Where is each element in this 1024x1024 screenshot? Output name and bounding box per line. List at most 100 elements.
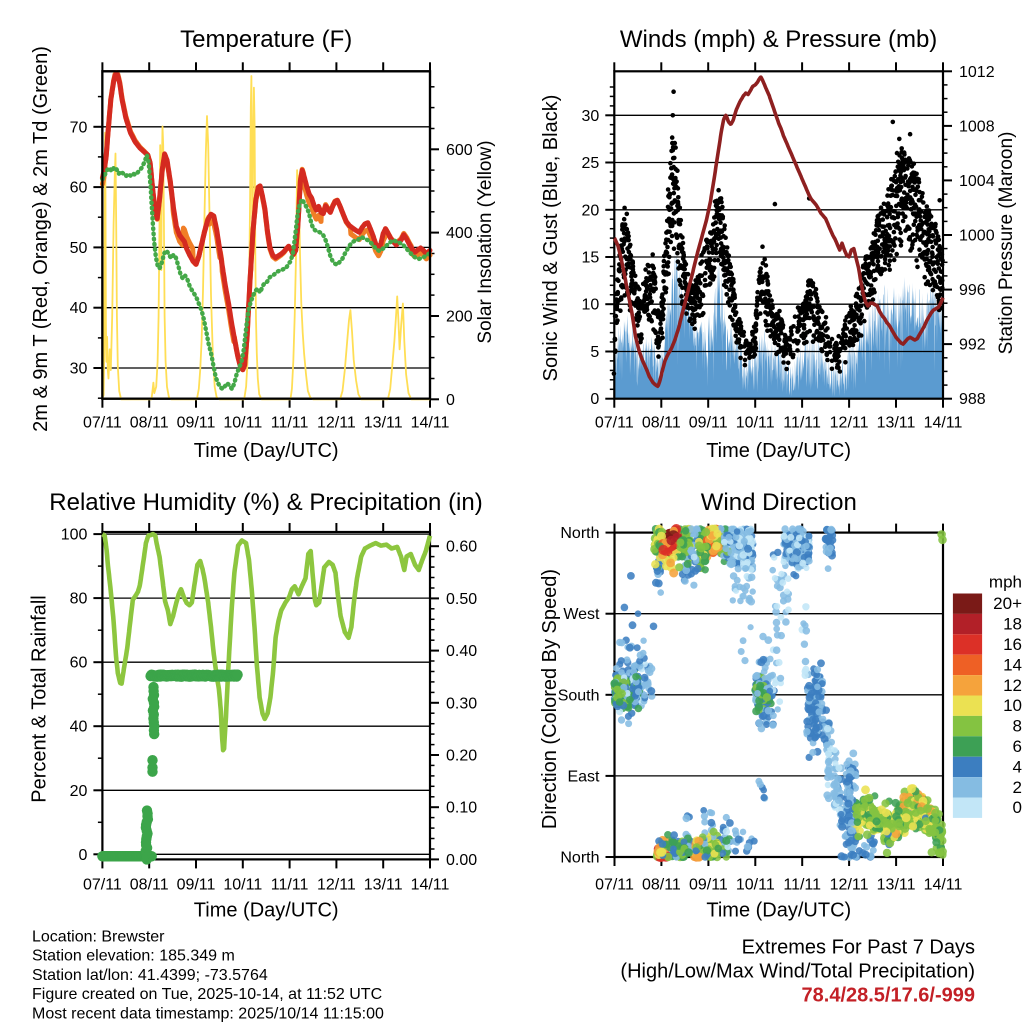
svg-text:992: 992 [959,337,986,354]
svg-text:09/11: 09/11 [177,415,216,432]
svg-text:400: 400 [446,225,473,242]
svg-text:Time (Day/UTC): Time (Day/UTC) [706,440,851,462]
svg-text:0.00: 0.00 [446,852,477,869]
svg-text:07/11: 07/11 [83,877,122,894]
svg-text:11/11: 11/11 [783,877,821,894]
svg-text:4: 4 [1013,757,1022,776]
svg-text:Relative Humidity (%) & Precip: Relative Humidity (%) & Precipitation (i… [49,489,482,516]
svg-text:mph: mph [989,573,1022,592]
svg-text:13/11: 13/11 [877,877,916,894]
svg-text:14/11: 14/11 [411,415,450,432]
svg-text:600: 600 [446,142,473,159]
svg-text:0.30: 0.30 [446,695,477,712]
svg-text:Station lat/lon: 41.4399; -73.: Station lat/lon: 41.4399; -73.5764 [32,967,268,984]
svg-text:0.20: 0.20 [446,748,477,765]
svg-text:12/11: 12/11 [317,415,356,432]
svg-text:0: 0 [78,847,87,864]
svg-text:Station Pressure (Maroon): Station Pressure (Maroon) [996,132,1017,355]
svg-text:11/11: 11/11 [783,415,821,432]
svg-text:996: 996 [959,282,986,299]
svg-text:North: North [560,525,599,542]
svg-text:0: 0 [1013,798,1022,817]
svg-text:Extremes For Past 7 Days: Extremes For Past 7 Days [742,937,975,959]
svg-text:988: 988 [959,391,986,408]
svg-text:10/11: 10/11 [223,415,262,432]
svg-text:40: 40 [70,719,88,736]
svg-text:40: 40 [70,300,88,317]
svg-text:08/11: 08/11 [130,877,169,894]
svg-text:09/11: 09/11 [177,877,216,894]
svg-text:14/11: 14/11 [924,877,963,894]
svg-text:Figure created on Tue, 2025-10: Figure created on Tue, 2025-10-14, at 11… [32,986,382,1003]
svg-text:0.10: 0.10 [446,800,477,817]
svg-text:30: 30 [582,108,600,125]
svg-text:Percent & Total Rainfall: Percent & Total Rainfall [29,595,51,803]
svg-text:Wind Direction: Wind Direction [701,489,857,516]
svg-text:0.50: 0.50 [446,591,477,608]
svg-text:10/11: 10/11 [736,877,775,894]
svg-text:Time (Day/UTC): Time (Day/UTC) [706,900,851,922]
svg-text:1004: 1004 [959,173,995,190]
svg-text:0: 0 [590,391,599,408]
svg-text:11/11: 11/11 [271,877,309,894]
svg-text:West: West [563,606,600,623]
svg-text:13/11: 13/11 [364,877,403,894]
svg-text:5: 5 [590,344,599,361]
svg-text:08/11: 08/11 [642,415,681,432]
svg-text:13/11: 13/11 [364,415,403,432]
svg-text:60: 60 [70,655,88,672]
svg-text:10: 10 [582,297,600,314]
svg-text:15: 15 [582,250,600,267]
svg-text:20+: 20+ [993,594,1022,613]
svg-text:25: 25 [582,155,600,172]
svg-text:East: East [567,768,600,785]
svg-text:12/11: 12/11 [317,877,356,894]
svg-text:(High/Low/Max Wind/Total Preci: (High/Low/Max Wind/Total Precipitation) [620,961,975,983]
svg-text:11/11: 11/11 [271,415,309,432]
svg-text:09/11: 09/11 [689,877,728,894]
svg-text:70: 70 [70,119,88,136]
svg-text:07/11: 07/11 [595,415,634,432]
svg-text:Sonic Wind & Gust (Blue, Black: Sonic Wind & Gust (Blue, Black) [540,95,562,382]
svg-text:1012: 1012 [959,64,995,81]
svg-text:Direction (Colored By Speed): Direction (Colored By Speed) [539,569,561,829]
svg-text:08/11: 08/11 [130,415,169,432]
svg-text:North: North [560,850,599,867]
svg-text:18: 18 [1003,615,1022,634]
svg-text:2: 2 [1013,778,1022,797]
svg-text:Solar Insolation (Yellow): Solar Insolation (Yellow) [475,140,496,343]
svg-text:Winds (mph) & Pressure (mb): Winds (mph) & Pressure (mb) [620,26,937,53]
svg-text:13/11: 13/11 [877,415,916,432]
svg-text:0: 0 [446,392,455,409]
svg-text:09/11: 09/11 [689,415,728,432]
svg-text:200: 200 [446,309,473,326]
svg-text:60: 60 [70,180,88,197]
svg-text:Time (Day/UTC): Time (Day/UTC) [194,440,339,462]
svg-text:0.40: 0.40 [446,643,477,660]
svg-text:10/11: 10/11 [223,877,262,894]
svg-text:12: 12 [1003,676,1022,695]
svg-text:50: 50 [70,240,88,257]
svg-text:12/11: 12/11 [830,877,869,894]
svg-text:20: 20 [70,783,88,800]
svg-text:10: 10 [1003,696,1022,715]
svg-text:Station elevation: 185.349 m: Station elevation: 185.349 m [32,948,235,965]
svg-text:100: 100 [61,527,88,544]
svg-text:1000: 1000 [959,228,995,245]
svg-text:07/11: 07/11 [595,877,634,894]
svg-text:07/11: 07/11 [83,415,122,432]
svg-text:South: South [558,687,600,704]
svg-text:20: 20 [582,202,600,219]
svg-text:10/11: 10/11 [736,415,775,432]
svg-text:1008: 1008 [959,118,995,135]
svg-text:12/11: 12/11 [830,415,869,432]
svg-text:08/11: 08/11 [642,877,681,894]
svg-text:6: 6 [1013,737,1022,756]
svg-text:14: 14 [1003,655,1022,674]
svg-text:78.4/28.5/17.6/-999: 78.4/28.5/17.6/-999 [802,985,975,1007]
svg-text:80: 80 [70,591,88,608]
svg-text:14/11: 14/11 [924,415,963,432]
svg-text:Temperature (F): Temperature (F) [180,26,352,53]
svg-text:Location: Brewster: Location: Brewster [32,928,165,945]
svg-text:14/11: 14/11 [411,877,450,894]
